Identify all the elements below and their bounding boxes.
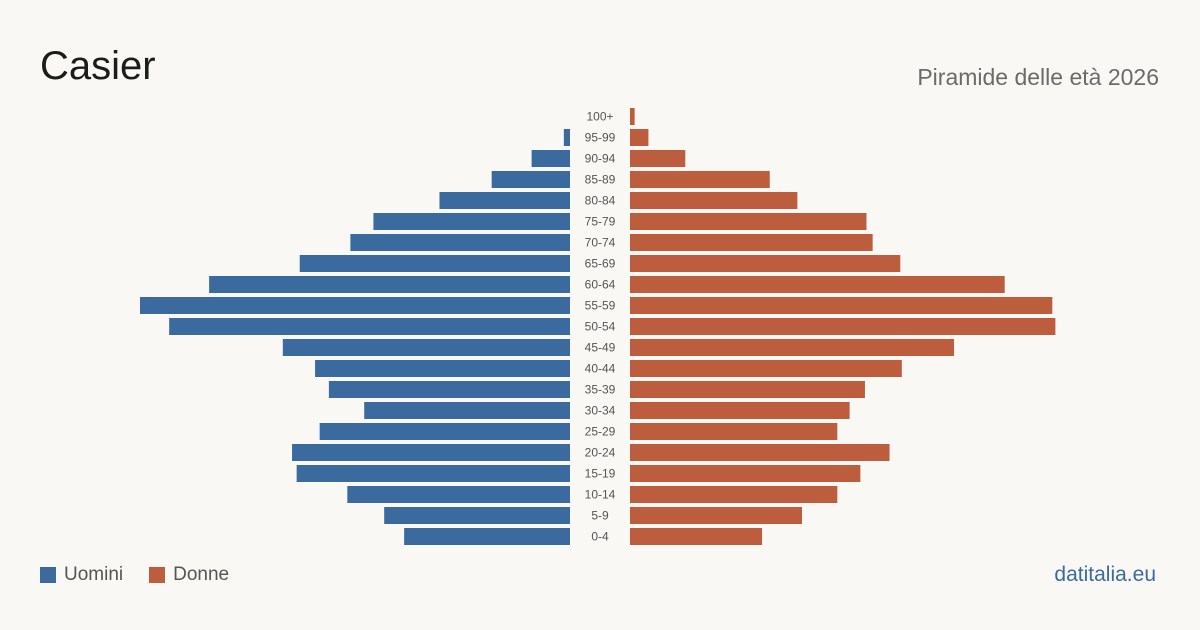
bar-men-40-44: [315, 360, 570, 377]
age-group-label: 25-29: [585, 425, 616, 439]
age-group-label: 80-84: [585, 194, 616, 208]
bar-men-60-64: [209, 276, 570, 293]
age-group-label: 5-9: [591, 509, 609, 523]
brand-link[interactable]: datitalia.eu: [1054, 563, 1156, 586]
age-group-label: 50-54: [585, 320, 616, 334]
bar-women-55-59: [630, 297, 1053, 314]
age-group-label: 65-69: [585, 257, 616, 271]
bar-women-60-64: [630, 276, 1005, 293]
bar-women-0-4: [630, 528, 763, 545]
bar-women-90-94: [630, 150, 686, 167]
bar-women-85-89: [630, 171, 770, 188]
bar-women-20-24: [630, 444, 890, 461]
bar-men-55-59: [140, 297, 570, 314]
bar-men-35-39: [328, 381, 570, 398]
bar-women-65-69: [630, 255, 901, 272]
bar-men-70-74: [350, 234, 570, 251]
legend-item-men: Uomini: [40, 564, 123, 586]
legend-swatch-women: [149, 567, 166, 583]
bar-men-10-14: [347, 486, 570, 503]
age-group-label: 70-74: [585, 236, 616, 250]
bar-women-50-54: [630, 318, 1056, 335]
bar-men-15-19: [296, 465, 570, 482]
legend-item-women: Donne: [149, 564, 229, 586]
age-group-label: 40-44: [585, 362, 616, 376]
bar-men-65-69: [299, 255, 570, 272]
age-group-label: 90-94: [585, 152, 616, 166]
age-group-label: 20-24: [585, 446, 616, 460]
bar-men-25-29: [319, 423, 570, 440]
bar-men-0-4: [404, 528, 570, 545]
age-group-label: 100+: [586, 110, 613, 124]
bar-women-40-44: [630, 360, 902, 377]
chart-subtitle: Piramide delle età 2026: [917, 64, 1159, 90]
page-title: Casier: [40, 44, 156, 88]
bar-men-95-99: [563, 129, 570, 146]
bar-men-20-24: [292, 444, 570, 461]
bar-men-50-54: [169, 318, 570, 335]
bar-women-35-39: [630, 381, 865, 398]
age-group-label: 0-4: [591, 530, 609, 544]
age-group-label: 10-14: [585, 488, 616, 502]
bar-women-10-14: [630, 486, 838, 503]
bar-women-45-49: [630, 339, 955, 356]
age-group-label: 30-34: [585, 404, 616, 418]
bar-women-95-99: [630, 129, 649, 146]
bar-men-75-79: [373, 213, 570, 230]
bar-women-70-74: [630, 234, 873, 251]
age-group-label: 85-89: [585, 173, 616, 187]
age-group-label: 55-59: [585, 299, 616, 313]
bar-women-100+: [630, 108, 635, 125]
bar-men-80-84: [439, 192, 570, 209]
bar-men-30-34: [364, 402, 570, 419]
age-group-label: 75-79: [585, 215, 616, 229]
legend-label-women: Donne: [173, 564, 230, 585]
bar-men-5-9: [384, 507, 570, 524]
chart-legend: Uomini Donne: [40, 564, 255, 586]
bar-women-80-84: [630, 192, 798, 209]
bar-women-5-9: [630, 507, 802, 524]
age-group-label: 60-64: [585, 278, 616, 292]
age-group-label: 95-99: [585, 131, 616, 145]
bar-women-75-79: [630, 213, 867, 230]
bar-women-25-29: [630, 423, 838, 440]
bar-men-45-49: [282, 339, 570, 356]
legend-swatch-men: [40, 567, 56, 583]
legend-label-men: Uomini: [64, 564, 124, 585]
bar-women-30-34: [630, 402, 850, 419]
age-group-label: 45-49: [585, 341, 616, 355]
bar-men-90-94: [531, 150, 570, 167]
age-group-label: 15-19: [585, 467, 616, 481]
bar-women-15-19: [630, 465, 861, 482]
bar-men-85-89: [491, 171, 570, 188]
age-group-label: 35-39: [585, 383, 616, 397]
